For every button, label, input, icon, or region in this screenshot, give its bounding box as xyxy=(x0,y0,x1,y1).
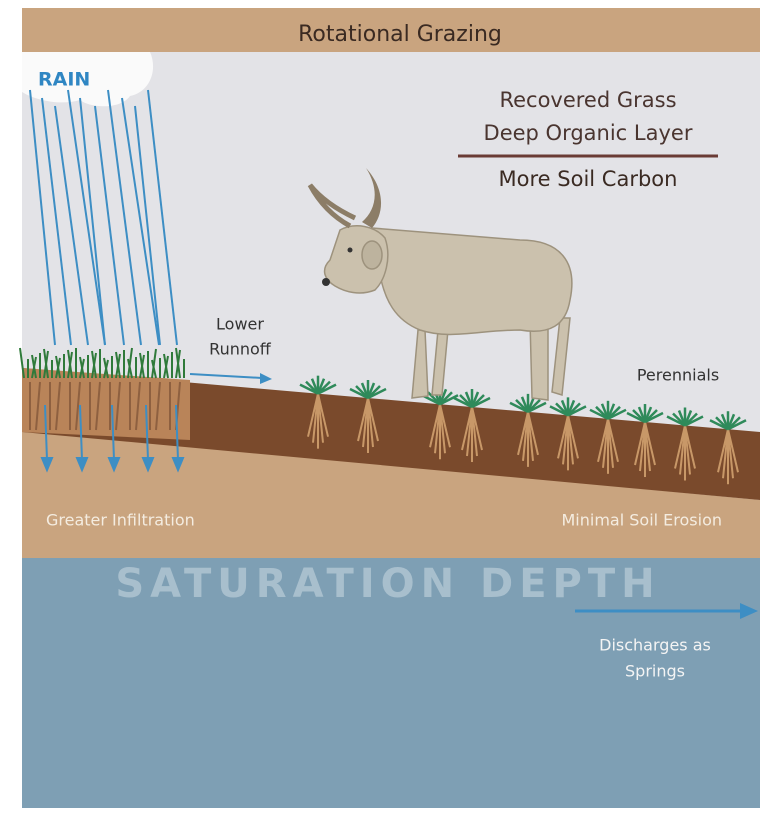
benefit-text: Deep Organic Layer xyxy=(484,121,693,145)
infiltration-label: Greater Infiltration xyxy=(46,511,195,530)
diagram: Rotational Grazing RAIN Recovered Grass … xyxy=(0,0,763,813)
discharge-label: Springs xyxy=(625,662,685,681)
rain-label: RAIN xyxy=(38,69,90,91)
perennials-label: Perennials xyxy=(637,366,719,385)
saturation-label: SATURATION DEPTH xyxy=(115,561,660,607)
discharge-label: Discharges as xyxy=(599,636,711,655)
runoff-label: Lower xyxy=(216,315,264,334)
erosion-label: Minimal Soil Erosion xyxy=(561,511,722,530)
benefit-text: Recovered Grass xyxy=(499,88,676,112)
root-zone xyxy=(22,368,190,440)
runoff-label: Runnoff xyxy=(209,340,272,359)
benefit-text: More Soil Carbon xyxy=(499,167,678,191)
title: Rotational Grazing xyxy=(298,22,502,47)
